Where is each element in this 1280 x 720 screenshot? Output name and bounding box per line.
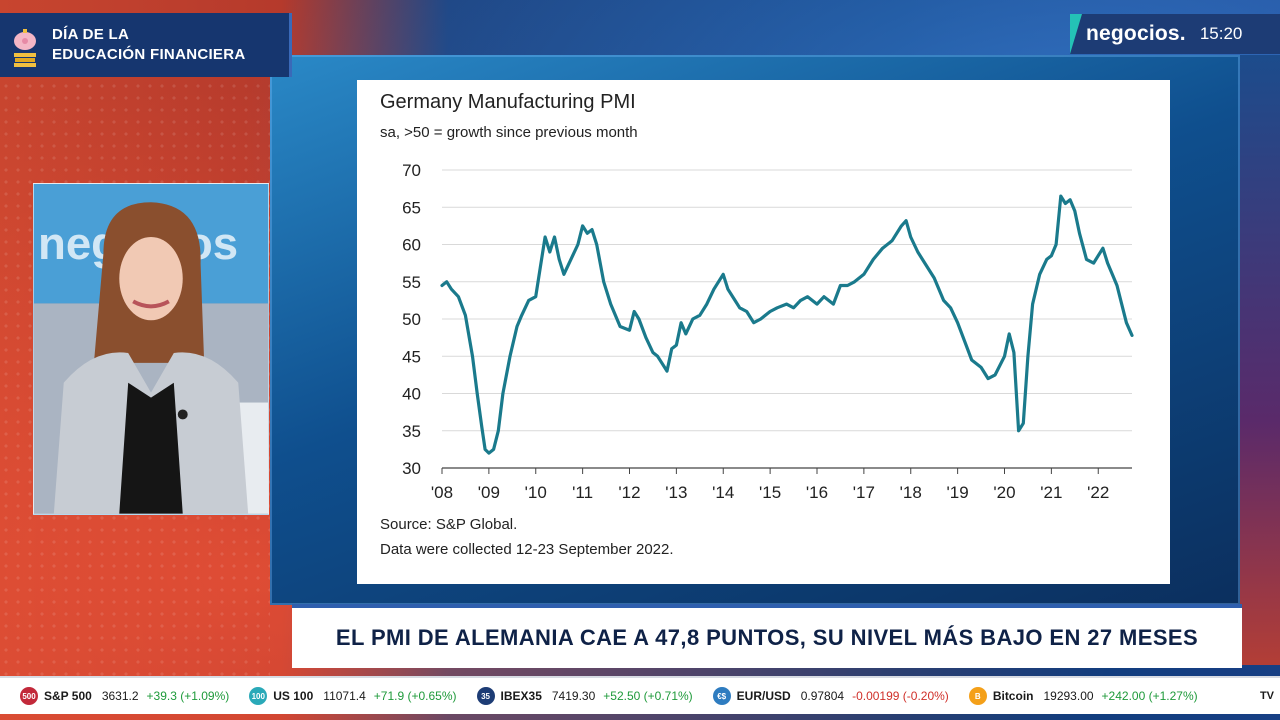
pmi-line-chart: 70 65 60 55 50 45 40 35 30 '08 '09 '10 '11 '12 '13 '14… (402, 161, 1134, 502)
us100-icon: 100 (249, 687, 268, 705)
y-tick-label: 50 (402, 310, 421, 329)
x-tick-label: '08 (431, 483, 453, 502)
y-tick-label: 35 (402, 422, 421, 441)
program-bug-line2: EDUCACIÓN FINANCIERA (52, 46, 246, 63)
x-tick-label: '19 (947, 483, 969, 502)
ticker-change: +52.50 (+0.71%) (603, 689, 693, 703)
x-tick-label: '14 (712, 483, 734, 502)
x-tick-label: '11 (572, 483, 593, 502)
sp500-icon: 500 (20, 687, 38, 705)
ticker-item: 500 S&P 500 3631.2 +39.3 (+1.09%) (20, 687, 229, 705)
x-tick-label: '13 (665, 483, 687, 502)
ticker-item: €$ EUR/USD 0.97804 -0.00199 (-0.20%) (712, 687, 949, 705)
y-tick-label: 65 (402, 198, 421, 217)
ticker-name: US 100 (273, 689, 314, 703)
bitcoin-icon: B (968, 687, 987, 705)
eurusd-icon: €$ (712, 687, 731, 705)
piggy-bank-coins-icon (14, 29, 36, 67)
ticker-name: EUR/USD (736, 689, 791, 703)
chart-data-note: Data were collected 12-23 September 2022… (380, 541, 674, 558)
y-tick-label: 55 (402, 273, 421, 292)
background-right-strip (1240, 55, 1280, 665)
chart-subtitle: sa, >50 = growth since previous month (380, 124, 638, 141)
x-tick-label: '15 (759, 483, 781, 502)
ticker-change: +39.3 (+1.09%) (146, 689, 230, 703)
logo-accent-shape (1070, 14, 1082, 54)
ticker-name: IBEX35 (500, 689, 542, 703)
ticker-name: S&P 500 (44, 689, 92, 703)
ticker-change: +242.00 (+1.27%) (1101, 689, 1198, 703)
x-tick-label: '12 (618, 483, 640, 502)
chart-source: Source: S&P Global. (380, 516, 518, 533)
chart-title: Germany Manufacturing PMI (380, 91, 636, 113)
ticker-item: 35 IBEX35 7419.30 +52.50 (+0.71%) (476, 687, 693, 705)
presenter-video: negocios (33, 183, 269, 515)
ticker-value: 11071.4 (323, 689, 366, 703)
broadcast-clock: 15:20 (1199, 24, 1243, 43)
ibex35-icon: 35 (476, 687, 495, 705)
presenter-image: negocios (34, 184, 268, 514)
y-tick-label: 70 (402, 161, 421, 180)
y-tick-label: 45 (402, 347, 421, 366)
x-tick-label: '22 (1087, 483, 1109, 502)
chart-gridlines (442, 169, 1132, 432)
pmi-series-line (440, 194, 1134, 455)
program-bug-line1: DÍA DE LA (52, 26, 130, 43)
x-tick-label: '17 (853, 483, 875, 502)
x-tick-label: '20 (993, 483, 1015, 502)
x-tick-label: '21 (1040, 483, 1062, 502)
headline-bar: EL PMI DE ALEMANIA CAE A 47,8 PUNTOS, SU… (292, 604, 1242, 668)
y-tick-label: 30 (402, 459, 421, 478)
x-tick-label: '18 (900, 483, 922, 502)
x-tick-label: '10 (525, 483, 547, 502)
ticker-change: +71.9 (+0.65%) (373, 689, 457, 703)
ticker-value: 0.97804 (800, 689, 845, 703)
ticker-item: B Bitcoin 19293.00 +242.00 (+1.27%) (968, 687, 1198, 705)
ticker-name: Bitcoin (992, 689, 1034, 703)
ticker-item: 100 US 100 11071.4 +71.9 (+0.65%) (249, 687, 457, 705)
x-tick-label: '16 (806, 483, 828, 502)
x-tick-label: '09 (478, 483, 500, 502)
y-tick-label: 60 (402, 236, 421, 255)
y-tick-label: 40 (402, 385, 421, 404)
channel-logo: negocios. (1086, 22, 1186, 45)
ticker-value: 3631.2 (101, 689, 139, 703)
program-bug: DÍA DE LA EDUCACIÓN FINANCIERA (0, 13, 292, 77)
ticker-value: 7419.30 (551, 689, 596, 703)
headline-text: EL PMI DE ALEMANIA CAE A 47,8 PUNTOS, SU… (335, 625, 1199, 650)
market-ticker: 500 S&P 500 3631.2 +39.3 (+1.09%) 100 US… (0, 676, 1280, 714)
x-axis-ticks: '08 '09 '10 '11 '12 '13 '14 '15 '16 '17 '18 '19 '20 '… (431, 468, 1109, 502)
tv-badge: TV (1259, 690, 1274, 702)
y-axis-ticks: 70 65 60 55 50 45 40 35 30 (402, 161, 421, 478)
channel-logo-box: negocios. 15:20 (1070, 14, 1280, 54)
chart-card: Germany Manufacturing PMI sa, >50 = grow… (357, 80, 1170, 584)
ticker-value: 19293.00 (1043, 689, 1094, 703)
ticker-change: -0.00199 (-0.20%) (852, 689, 949, 703)
